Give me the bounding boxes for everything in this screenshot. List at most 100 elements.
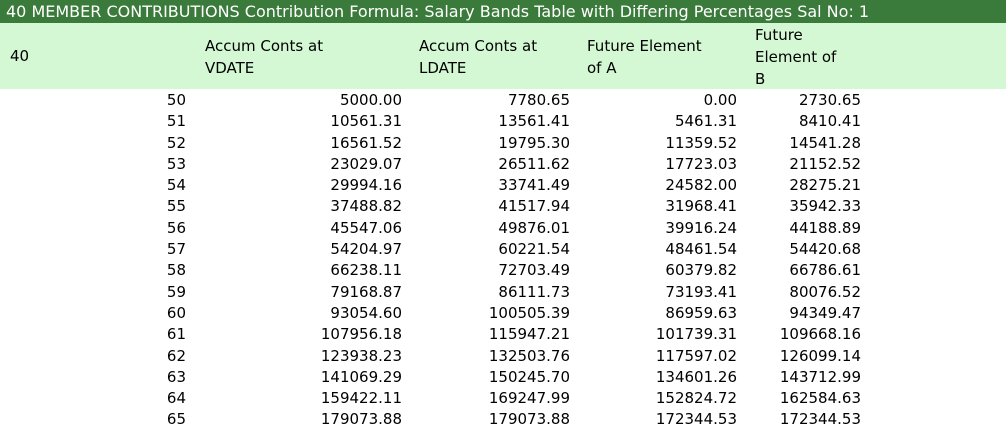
cell-future-a: 60379.82 — [665, 261, 737, 280]
cell-future-a: 17723.03 — [665, 154, 737, 173]
cell-accum-vdate: 123938.23 — [320, 346, 402, 365]
cell-accum-vdate: 29994.16 — [330, 176, 402, 195]
cell-age: 60 — [166, 303, 186, 322]
cell-accum-vdate: 23029.07 — [330, 154, 402, 173]
cell-accum-ldate: 49876.01 — [498, 218, 570, 237]
header-col-a-line2: of A — [587, 59, 617, 77]
cell-age: 56 — [166, 218, 186, 237]
cell-age: 55 — [166, 197, 186, 216]
cell-accum-ldate: 41517.94 — [498, 197, 570, 216]
table-row: 64 159422.11 169247.99 152824.72 162584.63 — [0, 388, 1006, 409]
cell-future-b: 143712.99 — [779, 367, 861, 386]
header-col-b-line3: B — [755, 70, 766, 88]
cell-future-b: 54420.68 — [789, 240, 861, 259]
cell-future-a: 11359.52 — [665, 133, 737, 152]
cell-accum-ldate: 132503.76 — [488, 346, 570, 365]
table-row: 59 79168.87 86111.73 73193.41 80076.52 — [0, 282, 1006, 303]
table-row: 61 107956.18 115947.21 101739.31 109668.16 — [0, 324, 1006, 345]
table-row: 58 66238.11 72703.49 60379.82 66786.61 — [0, 260, 1006, 281]
cell-future-a: 152824.72 — [655, 389, 737, 408]
cell-accum-ldate: 19795.30 — [498, 133, 570, 152]
cell-future-a: 48461.54 — [665, 240, 737, 259]
cell-future-b: 94349.47 — [789, 303, 861, 322]
cell-accum-ldate: 72703.49 — [498, 261, 570, 280]
cell-future-a: 134601.26 — [655, 367, 737, 386]
table-row: 56 45547.06 49876.01 39916.24 44188.89 — [0, 218, 1006, 239]
cell-accum-vdate: 141069.29 — [320, 367, 402, 386]
table-row: 63 141069.29 150245.70 134601.26 143712.99 — [0, 367, 1006, 388]
cell-accum-vdate: 37488.82 — [330, 197, 402, 216]
header-col-ldate-line1: Accum Conts at — [419, 37, 538, 55]
cell-age: 62 — [166, 346, 186, 365]
cell-age: 52 — [166, 133, 186, 152]
cell-age: 50 — [166, 91, 186, 109]
cell-accum-vdate: 93054.60 — [330, 303, 402, 322]
cell-future-a: 73193.41 — [665, 282, 737, 301]
table-row: 55 37488.82 41517.94 31968.41 35942.33 — [0, 196, 1006, 217]
cell-accum-ldate: 150245.70 — [488, 367, 570, 386]
cell-accum-vdate: 79168.87 — [330, 282, 402, 301]
table-row: 65 179073.88 179073.88 172344.53 172344.53 — [0, 409, 1006, 430]
cell-accum-ldate: 169247.99 — [488, 389, 570, 408]
cell-accum-vdate: 5000.00 — [339, 91, 402, 109]
cell-future-a: 101739.31 — [655, 325, 737, 344]
cell-age: 51 — [166, 112, 186, 131]
table-header: 40 Accum Conts at VDATE Accum Conts at L… — [0, 23, 1006, 89]
table-row: 60 93054.60 100505.39 86959.63 94349.47 — [0, 303, 1006, 324]
cell-accum-vdate: 107956.18 — [320, 325, 402, 344]
cell-accum-ldate: 115947.21 — [488, 325, 570, 344]
cell-future-b: 109668.16 — [779, 325, 861, 344]
cell-future-a: 172344.53 — [655, 410, 737, 429]
table-row: 52 16561.52 19795.30 11359.52 14541.28 — [0, 133, 1006, 154]
report-title: 40 MEMBER CONTRIBUTIONS Contribution For… — [0, 0, 1006, 23]
cell-future-a: 117597.02 — [655, 346, 737, 365]
cell-accum-ldate: 26511.62 — [498, 154, 570, 173]
cell-accum-vdate: 159422.11 — [320, 389, 402, 408]
cell-future-a: 31968.41 — [665, 197, 737, 216]
cell-accum-ldate: 100505.39 — [488, 303, 570, 322]
cell-accum-ldate: 179073.88 — [488, 410, 570, 429]
cell-accum-vdate: 54204.97 — [330, 240, 402, 259]
cell-future-a: 39916.24 — [665, 218, 737, 237]
cell-age: 58 — [166, 261, 186, 280]
cell-accum-vdate: 16561.52 — [330, 133, 402, 152]
header-col-b-line2: Element of — [755, 48, 837, 66]
header-col-a-line1: Future Element — [587, 37, 702, 55]
cell-accum-ldate: 7780.65 — [507, 91, 570, 109]
cell-future-b: 126099.14 — [779, 346, 861, 365]
cell-future-b: 35942.33 — [789, 197, 861, 216]
cell-future-a: 24582.00 — [665, 176, 737, 195]
cell-future-a: 5461.31 — [674, 112, 737, 131]
cell-age: 59 — [166, 282, 186, 301]
cell-future-b: 14541.28 — [789, 133, 861, 152]
header-col-b-line1: Future — [755, 26, 803, 44]
cell-age: 53 — [166, 154, 186, 173]
table-row: 51 10561.31 13561.41 5461.31 8410.41 — [0, 111, 1006, 132]
cell-accum-vdate: 66238.11 — [330, 261, 402, 280]
header-col-ldate-line2: LDATE — [419, 59, 467, 77]
cell-age: 54 — [166, 176, 186, 195]
cell-future-a: 86959.63 — [665, 303, 737, 322]
cell-accum-ldate: 86111.73 — [498, 282, 570, 301]
cell-age: 57 — [166, 240, 186, 259]
cell-future-b: 2730.65 — [798, 91, 861, 109]
cell-age: 65 — [166, 410, 186, 429]
cell-age: 63 — [166, 367, 186, 386]
cell-future-b: 162584.63 — [779, 389, 861, 408]
cell-accum-ldate: 33741.49 — [498, 176, 570, 195]
header-col-vdate-line2: VDATE — [205, 59, 255, 77]
cell-accum-vdate: 10561.31 — [330, 112, 402, 131]
cell-accum-ldate: 60221.54 — [498, 240, 570, 259]
cell-future-b: 44188.89 — [789, 218, 861, 237]
table-row: 57 54204.97 60221.54 48461.54 54420.68 — [0, 239, 1006, 260]
header-col-age: 40 — [10, 47, 30, 65]
cell-age: 64 — [166, 389, 186, 408]
cell-future-b: 28275.21 — [789, 176, 861, 195]
cell-future-b: 21152.52 — [789, 154, 861, 173]
cell-accum-vdate: 45547.06 — [330, 218, 402, 237]
cell-accum-ldate: 13561.41 — [498, 112, 570, 131]
cell-future-a: 0.00 — [703, 91, 737, 109]
cell-future-b: 172344.53 — [779, 410, 861, 429]
header-col-vdate-line1: Accum Conts at — [205, 37, 324, 55]
table-row: 62 123938.23 132503.76 117597.02 126099.14 — [0, 346, 1006, 367]
